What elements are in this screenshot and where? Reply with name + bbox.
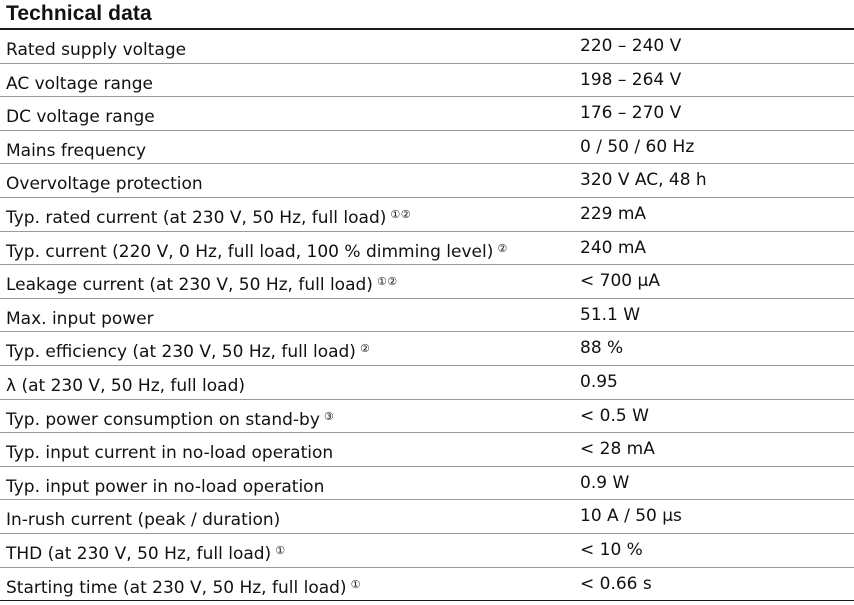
table-row: AC voltage range 198 – 264 V bbox=[0, 64, 854, 98]
row-label: In-rush current (peak / duration) bbox=[6, 510, 281, 531]
row-label: Rated supply voltage bbox=[6, 40, 187, 60]
table-row: THD (at 230 V, 50 Hz, full load) ① < 10 % bbox=[0, 534, 854, 568]
row-label: THD (at 230 V, 50 Hz, full load) ① bbox=[6, 543, 286, 564]
table-row: Typ. efficiency (at 230 V, 50 Hz, full l… bbox=[0, 332, 854, 366]
row-label: Typ. input current in no-load operation bbox=[6, 443, 334, 464]
footnote-ref: ①② bbox=[376, 275, 398, 289]
row-value: < 28 mA bbox=[580, 439, 655, 460]
row-value: 88 % bbox=[580, 338, 624, 359]
row-label: Typ. rated current (at 230 V, 50 Hz, ful… bbox=[6, 207, 412, 228]
table-row: λ (at 230 V, 50 Hz, full load) 0.95 bbox=[0, 366, 854, 400]
footnote-ref: ① bbox=[350, 577, 361, 591]
row-value: 240 mA bbox=[580, 237, 647, 258]
section-title: Technical data bbox=[6, 2, 152, 25]
row-label: DC voltage range bbox=[6, 107, 155, 128]
row-value: 0.95 bbox=[580, 371, 618, 392]
row-value: 220 – 240 V bbox=[580, 36, 682, 56]
row-value: 0 / 50 / 60 Hz bbox=[580, 136, 695, 157]
table-row: Max. input power 51.1 W bbox=[0, 299, 854, 333]
row-value: 229 mA bbox=[580, 203, 647, 224]
row-label: Typ. power consumption on stand-by ③ bbox=[6, 409, 335, 430]
table-row: Overvoltage protection 320 V AC, 48 h bbox=[0, 164, 854, 198]
table-row: Typ. input power in no-load operation 0.… bbox=[0, 467, 854, 501]
table-row: Mains frequency 0 / 50 / 60 Hz bbox=[0, 131, 854, 165]
row-label: Typ. efficiency (at 230 V, 50 Hz, full l… bbox=[6, 342, 371, 363]
row-label: Typ. input power in no-load operation bbox=[6, 476, 325, 497]
row-value: < 0.5 W bbox=[580, 405, 649, 426]
footnote-ref: ③ bbox=[323, 409, 335, 423]
footnote-ref: ① bbox=[275, 543, 286, 557]
row-value: 198 – 264 V bbox=[580, 69, 682, 90]
table-row: Starting time (at 230 V, 50 Hz, full loa… bbox=[0, 568, 854, 602]
row-label: AC voltage range bbox=[6, 73, 153, 94]
row-value: < 10 % bbox=[580, 539, 643, 560]
row-label: Starting time (at 230 V, 50 Hz, full loa… bbox=[6, 577, 361, 598]
row-value: 176 – 270 V bbox=[580, 103, 682, 124]
table-row: Rated supply voltage 220 – 240 V bbox=[0, 30, 854, 64]
spec-table: Rated supply voltage 220 – 240 V AC volt… bbox=[0, 30, 854, 602]
title-divider bbox=[0, 28, 854, 30]
row-value: 10 A / 50 µs bbox=[580, 506, 682, 527]
row-label: Max. input power bbox=[6, 308, 154, 329]
table-row: DC voltage range 176 – 270 V bbox=[0, 97, 854, 131]
footnote-ref: ①② bbox=[390, 207, 412, 221]
row-value: < 700 µA bbox=[580, 271, 660, 292]
row-value: 51.1 W bbox=[580, 304, 641, 325]
row-label: Overvoltage protection bbox=[6, 174, 203, 195]
table-row: Typ. input current in no-load operation … bbox=[0, 433, 854, 467]
row-label: Typ. current (220 V, 0 Hz, full load, 10… bbox=[6, 241, 508, 262]
table-row: Typ. current (220 V, 0 Hz, full load, 10… bbox=[0, 232, 854, 266]
row-value: 0.9 W bbox=[580, 472, 630, 493]
row-value: 320 V AC, 48 h bbox=[580, 170, 707, 191]
table-row: Typ. rated current (at 230 V, 50 Hz, ful… bbox=[0, 198, 854, 232]
row-label: Leakage current (at 230 V, 50 Hz, full l… bbox=[6, 275, 398, 296]
row-label: Mains frequency bbox=[6, 140, 147, 161]
table-row: Typ. power consumption on stand-by ③ < 0.… bbox=[0, 400, 854, 434]
footnote-ref: ② bbox=[497, 241, 508, 255]
row-value: < 0.66 s bbox=[580, 573, 652, 594]
footnote-ref: ② bbox=[359, 342, 371, 356]
table-row: In-rush current (peak / duration) 10 A /… bbox=[0, 500, 854, 534]
row-label: λ (at 230 V, 50 Hz, full load) bbox=[6, 375, 245, 396]
table-row: Leakage current (at 230 V, 50 Hz, full l… bbox=[0, 265, 854, 299]
